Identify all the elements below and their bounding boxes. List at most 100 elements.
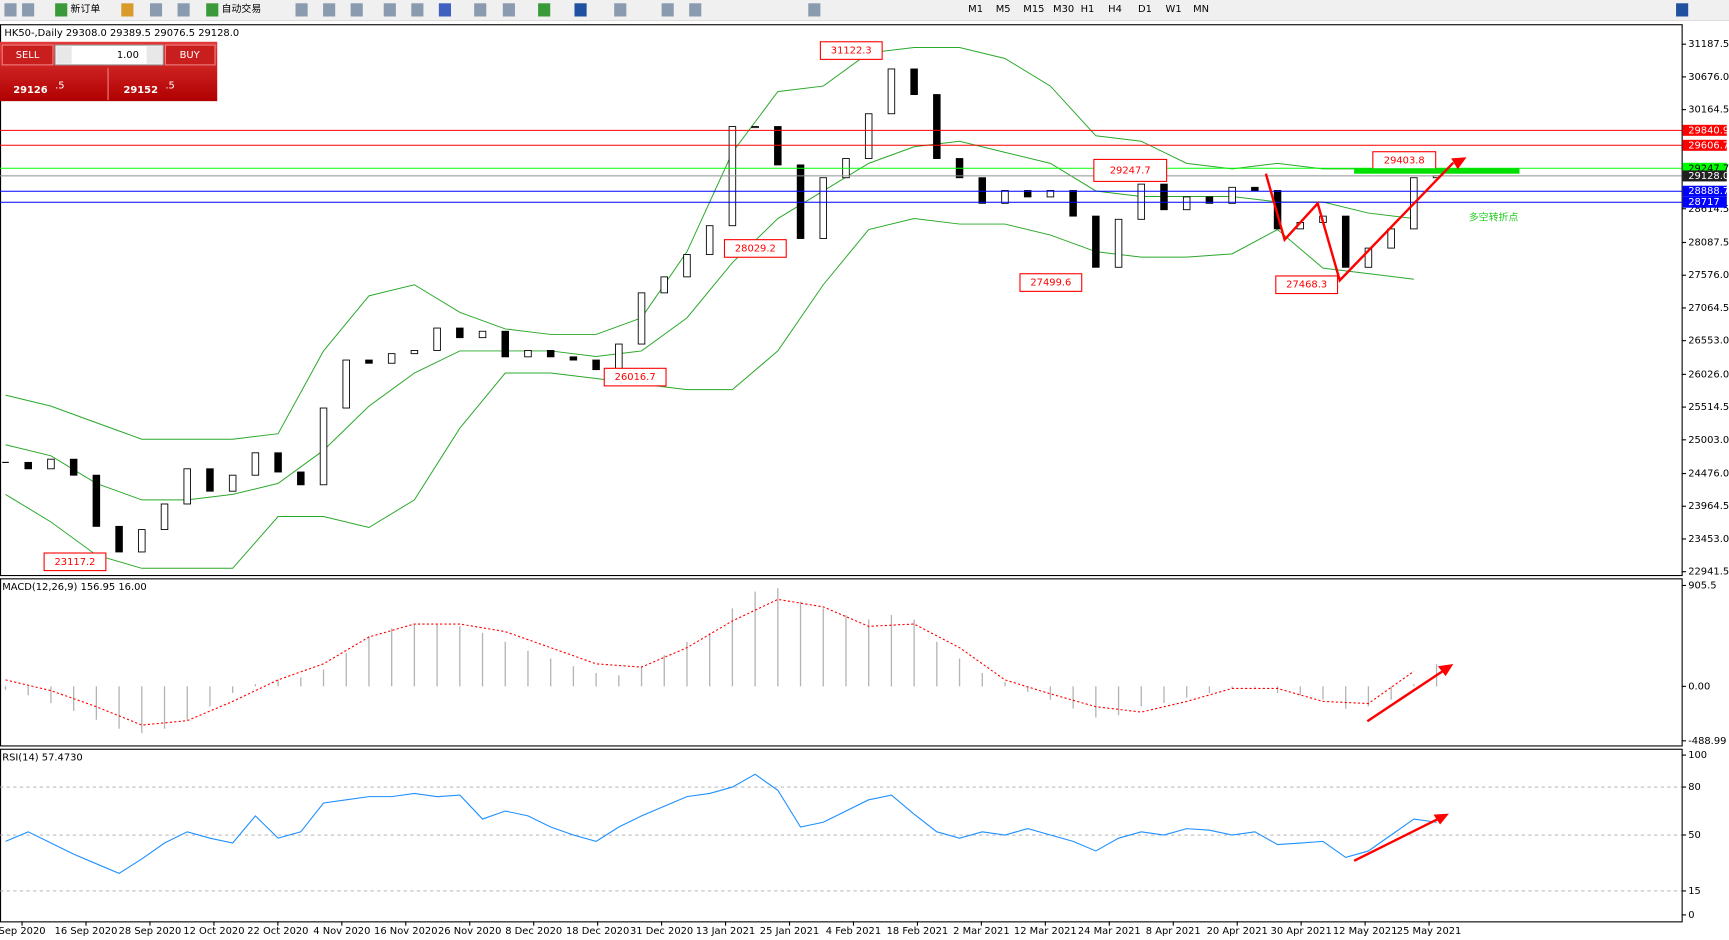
timeframe-button[interactable]: MN	[1193, 4, 1209, 15]
sell-label[interactable]: SELL	[16, 50, 40, 61]
icon[interactable]	[661, 3, 674, 17]
turning-point-note: 多空转折点	[1469, 211, 1519, 224]
candle	[206, 468, 214, 492]
volume-value[interactable]: 1.00	[117, 50, 139, 61]
volume-down[interactable]	[56, 46, 72, 64]
macd-bar	[777, 588, 779, 687]
icon[interactable]	[177, 3, 190, 17]
candle	[1364, 247, 1373, 268]
candle	[456, 327, 464, 339]
icon[interactable]	[295, 3, 308, 17]
icon[interactable]	[121, 3, 134, 17]
icon[interactable]	[149, 3, 163, 17]
y-tick-label: 100	[1688, 750, 1707, 761]
plots: HK50-,Daily 29308.0 29389.5 29076.5 2912…	[0, 28, 1729, 937]
macd-bar	[709, 632, 711, 687]
icon[interactable]	[438, 3, 451, 17]
candle	[138, 529, 146, 553]
icon[interactable]	[808, 3, 821, 17]
volume-up[interactable]	[146, 46, 163, 64]
macd-bar	[595, 672, 597, 687]
macd-bar	[1095, 686, 1097, 718]
icon[interactable]	[350, 3, 363, 17]
icon[interactable]	[574, 3, 587, 17]
new-order-button[interactable]: 新订单	[71, 2, 101, 15]
macd-bar	[913, 619, 915, 687]
candle	[433, 327, 441, 351]
price-annotation: 27499.6	[1030, 278, 1071, 289]
y-tick-label: 24476.0	[1688, 469, 1729, 480]
macd-bar	[550, 658, 552, 687]
icon[interactable]	[206, 3, 219, 17]
macd-bar	[254, 684, 257, 687]
macd-bar	[1163, 686, 1165, 704]
timeframe-button[interactable]: D1	[1138, 4, 1152, 15]
price-annotation: 29247.7	[1110, 165, 1151, 176]
y-tick-label: 27064.5	[1688, 303, 1729, 314]
candle	[1160, 183, 1168, 211]
icon[interactable]	[502, 3, 515, 17]
icon[interactable]	[22, 3, 35, 17]
timeframe-button[interactable]: H4	[1108, 4, 1122, 15]
x-tick-label: 4 Feb 2021	[826, 926, 881, 937]
icon[interactable]	[1676, 3, 1689, 17]
macd-bar	[504, 641, 506, 687]
macd-bar	[1254, 686, 1256, 688]
candle	[819, 177, 828, 239]
icon[interactable]	[411, 3, 424, 17]
macd-bar	[391, 628, 393, 687]
icon[interactable]	[689, 3, 702, 17]
macd-bar	[1345, 686, 1347, 709]
auto-trade-button[interactable]: 自动交易	[222, 2, 262, 15]
macd-bar	[277, 679, 279, 687]
timeframe-button[interactable]: W1	[1166, 4, 1182, 15]
y-tick-label: 27576.0	[1688, 270, 1729, 281]
sell-price-frac[interactable]: .5	[55, 81, 64, 92]
icon[interactable]	[323, 3, 336, 17]
timeframe-button[interactable]: M1	[968, 4, 983, 15]
candle	[1114, 218, 1123, 268]
timeframe-button[interactable]: H1	[1081, 4, 1095, 15]
arrow-head	[1451, 157, 1467, 170]
timeframe-button[interactable]: M15	[1023, 4, 1044, 15]
candle	[910, 68, 918, 95]
icon[interactable]	[474, 3, 487, 17]
candle	[887, 68, 896, 115]
candle	[274, 452, 282, 473]
candle	[615, 343, 623, 371]
x-tick-label: 31 Dec 2020	[630, 926, 693, 937]
buy-price[interactable]: 29152	[124, 85, 159, 96]
price-annotation: 31122.3	[831, 46, 872, 57]
level-tag	[1682, 196, 1727, 208]
macd-bar	[118, 686, 120, 729]
candle	[115, 525, 123, 553]
y-tick-label: 31187.5	[1688, 39, 1729, 50]
sell-button[interactable]	[1, 44, 54, 66]
buy-button[interactable]	[164, 44, 216, 66]
icon[interactable]	[383, 3, 396, 17]
volume-input[interactable]	[54, 44, 164, 66]
candle	[251, 452, 260, 476]
sell-price[interactable]: 29126	[13, 85, 48, 96]
candle	[705, 225, 714, 255]
icon[interactable]	[55, 3, 68, 17]
macd-bar	[1390, 686, 1392, 700]
toolbar-icons	[4, 3, 1689, 17]
x-tick-label: 16 Nov 2020	[374, 926, 437, 937]
x-tick-label: 13 Jan 2021	[696, 926, 755, 937]
macd-bar	[436, 623, 438, 687]
icon[interactable]	[4, 3, 17, 17]
icon[interactable]	[538, 3, 551, 17]
x-tick-label: 12 May 2021	[1333, 926, 1398, 937]
level-label: 29247.7	[1688, 163, 1729, 174]
price-panel	[0, 24, 1683, 577]
timeframe-button[interactable]: M5	[996, 4, 1011, 15]
buy-price-frac[interactable]: .5	[165, 81, 174, 92]
buy-label[interactable]: BUY	[180, 50, 201, 61]
timeframe-button[interactable]: M30	[1053, 4, 1074, 15]
x-tick-label: 2 Mar 2021	[953, 926, 1010, 937]
icon[interactable]	[614, 3, 627, 17]
candle	[933, 94, 941, 159]
candle	[1069, 190, 1077, 217]
